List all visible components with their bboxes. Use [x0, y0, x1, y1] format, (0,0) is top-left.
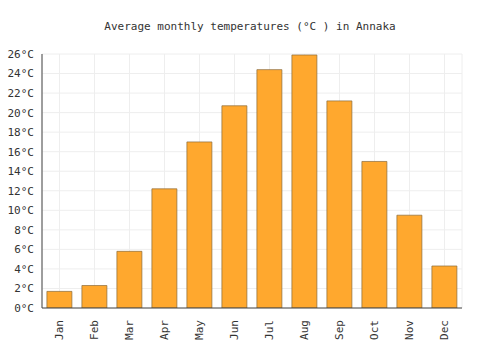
svg-text:2°C: 2°C — [14, 282, 34, 295]
svg-text:18°C: 18°C — [8, 126, 34, 139]
svg-text:12°C: 12°C — [8, 185, 34, 198]
svg-text:Jan: Jan — [53, 320, 66, 340]
svg-text:20°C: 20°C — [8, 107, 34, 120]
svg-text:0°C: 0°C — [14, 302, 34, 315]
svg-text:Apr: Apr — [158, 320, 171, 340]
html-text:Average monthly temperatures (: Average monthly temperatures (°C ) in An… — [104, 20, 396, 33]
svg-text:14°C: 14°C — [8, 165, 34, 178]
svg-text:26°C: 26°C — [8, 48, 34, 61]
svg-text:Sep: Sep — [333, 320, 346, 340]
svg-text:Dec: Dec — [438, 320, 451, 340]
svg-text:16°C: 16°C — [8, 146, 34, 159]
svg-text:24°C: 24°C — [8, 67, 34, 80]
svg-text:Nov: Nov — [403, 320, 416, 340]
svg-text:Aug: Aug — [298, 320, 311, 340]
svg-text:Mar: Mar — [123, 320, 136, 340]
svg-text:Feb: Feb — [88, 320, 101, 340]
svg-text:4°C: 4°C — [14, 263, 34, 276]
svg-text:Jul: Jul — [263, 320, 276, 340]
svg-text:6°C: 6°C — [14, 243, 34, 256]
svg-text:Jun: Jun — [228, 320, 241, 340]
svg-text:Oct: Oct — [368, 320, 381, 340]
svg-text:22°C: 22°C — [8, 87, 34, 100]
svg-text:10°C: 10°C — [8, 204, 34, 217]
svg-text:May: May — [193, 320, 206, 340]
svg-text:8°C: 8°C — [14, 224, 34, 237]
